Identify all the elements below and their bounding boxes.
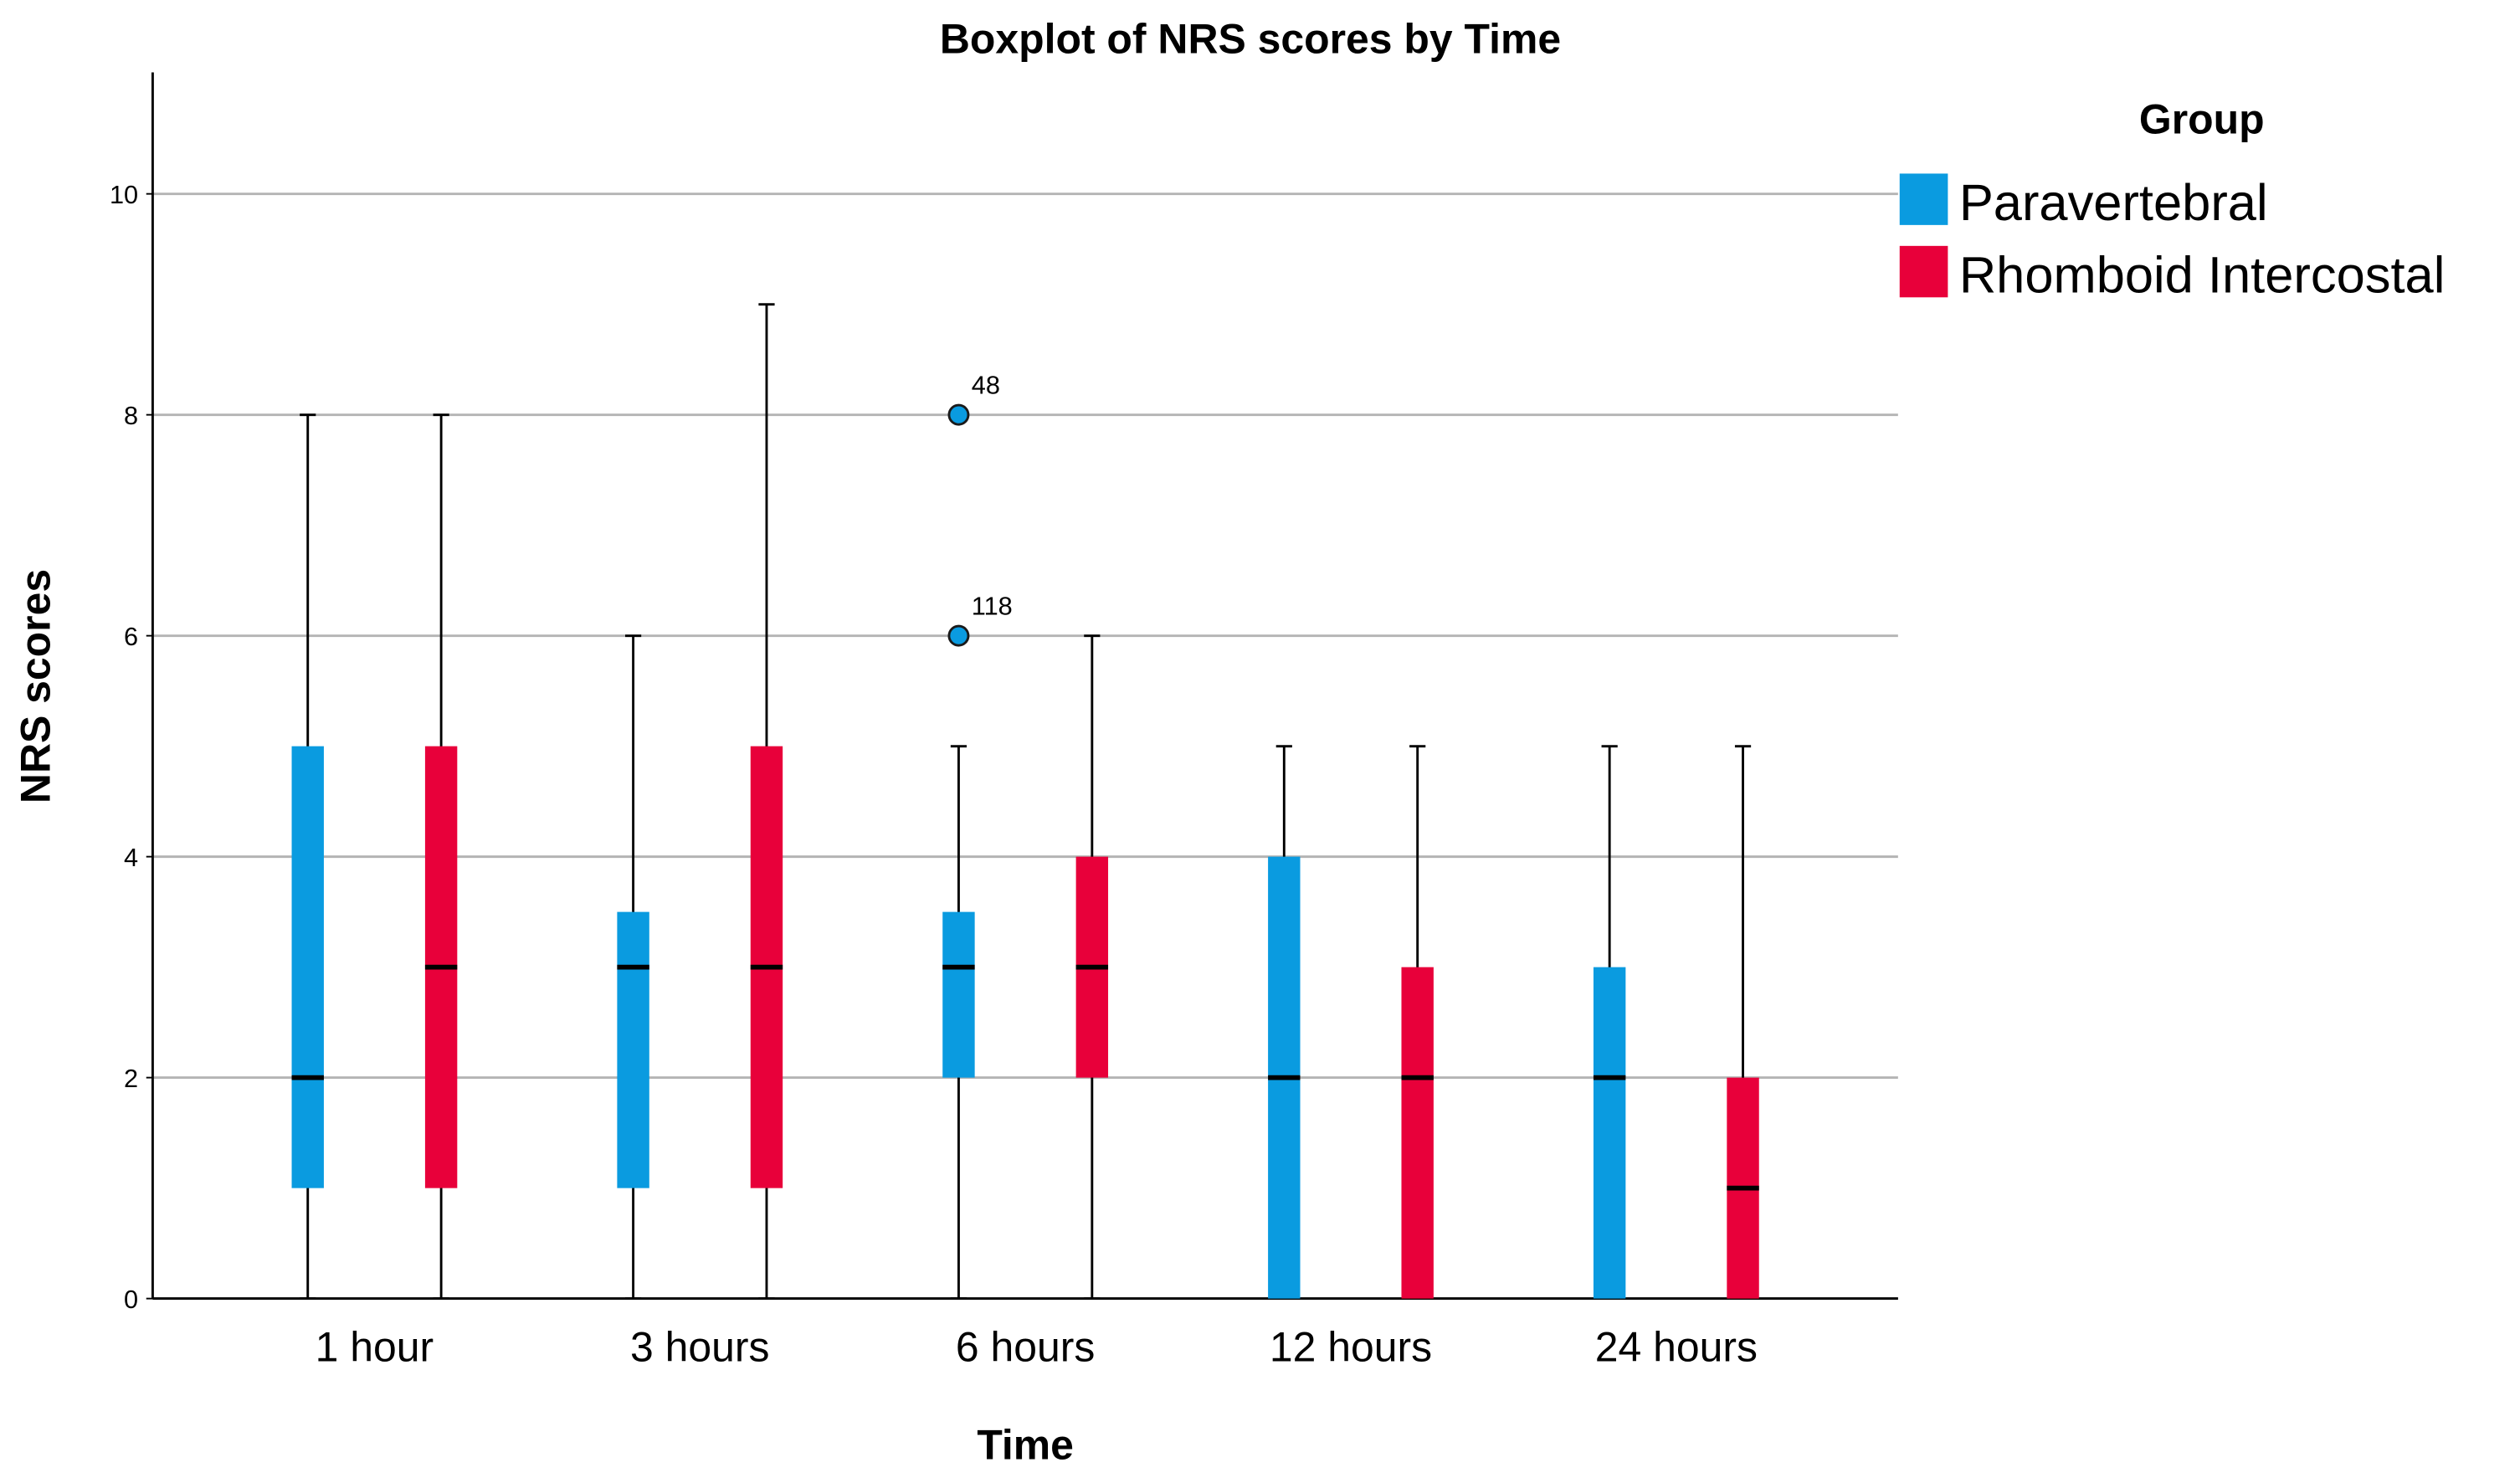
legend-label: Paravertebral: [1959, 174, 2268, 232]
outlier: [947, 624, 970, 647]
box: [1593, 967, 1626, 1299]
x-tick-label: 12 hours: [1270, 1324, 1432, 1371]
x-axis-title: Time: [977, 1422, 1074, 1469]
box: [1401, 967, 1434, 1299]
chart-title: Boxplot of NRS scores by Time: [940, 15, 1561, 62]
y-tick-label: 10: [110, 180, 138, 209]
y-tick-label: 6: [124, 622, 138, 651]
box: [617, 911, 649, 1188]
outlier-label: 48: [972, 371, 1000, 400]
legend-swatch: [1899, 245, 1948, 298]
y-tick-label: 0: [124, 1285, 138, 1314]
box: [942, 911, 975, 1078]
legend-label: Rhomboid Intercostal: [1959, 247, 2446, 305]
x-tick-label: 1 hour: [316, 1324, 434, 1371]
outlier-label: 118: [972, 592, 1013, 621]
outlier: [947, 403, 970, 426]
y-axis-title: NRS scores: [13, 569, 59, 803]
legend-title: Group: [2139, 95, 2265, 142]
x-tick-label: 6 hours: [956, 1324, 1095, 1371]
legend-swatch: [1899, 173, 1948, 225]
y-tick-label: 8: [124, 401, 138, 430]
y-tick-label: 4: [124, 843, 138, 872]
x-tick-label: 3 hours: [630, 1324, 769, 1371]
x-tick-label: 24 hours: [1595, 1324, 1758, 1371]
box: [291, 746, 324, 1188]
y-tick-label: 2: [124, 1064, 138, 1093]
